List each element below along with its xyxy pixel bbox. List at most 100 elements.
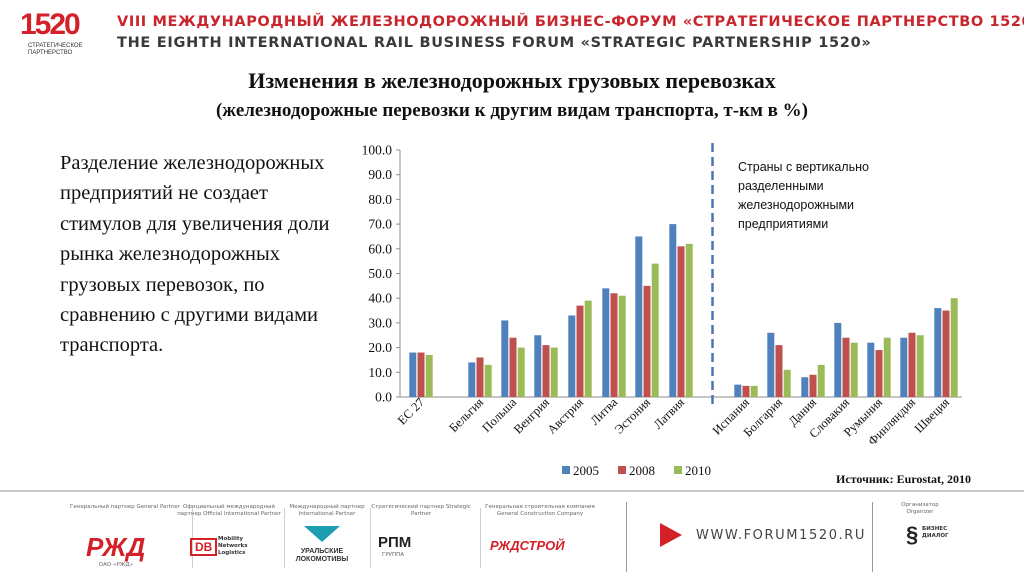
- bar-2008: [542, 345, 550, 397]
- rzdstroy-logo: РЖДСТРОЙ: [490, 538, 565, 553]
- bar-2010: [584, 300, 592, 397]
- bar-2005: [801, 377, 809, 397]
- x-tick-label: Латвия: [651, 395, 688, 432]
- bar-2010: [783, 369, 791, 397]
- bar-2008: [643, 285, 651, 397]
- footer-divider: [0, 490, 1024, 492]
- footer-separator: [370, 508, 371, 568]
- bar-2005: [900, 337, 908, 397]
- bar-2010: [517, 347, 525, 397]
- play-icon: [660, 523, 682, 547]
- rpm-logo: РПМ: [378, 534, 412, 551]
- organizer-logo-icon: §: [906, 522, 919, 547]
- x-tick-label: EC 27: [395, 395, 427, 427]
- bar-2010: [850, 342, 858, 397]
- slide-title: Изменения в железнодорожных грузовых пер…: [248, 68, 776, 93]
- forum-title-ru: VIII МЕЖДУНАРОДНЫЙ ЖЕЛЕЗНОДОРОЖНЫЙ БИЗНЕ…: [117, 14, 1024, 30]
- legend-label: 2008: [629, 463, 655, 478]
- db-logo-sub: Mobility Networks Logistics: [218, 536, 248, 556]
- y-tick-label: 40.0: [368, 291, 392, 306]
- footer-separator: [872, 502, 873, 572]
- bar-2008: [476, 357, 484, 397]
- side-text: Разделение железнодорожных предприятий н…: [60, 152, 330, 357]
- chart-note: Страны с вертикально разделенными железн…: [738, 160, 869, 231]
- ural-logo: УРАЛЬСКИЕ ЛОКОМОТИВЫ: [295, 548, 349, 563]
- db-logo: DB: [190, 538, 218, 556]
- rpm-logo-sub: ГРУППА: [382, 552, 405, 558]
- slide-subtitle: (железнодорожные перевозки к другим вида…: [215, 100, 809, 121]
- x-tick-label: Венгрия: [511, 395, 552, 436]
- partner-caption: Международный партнер International Part…: [289, 504, 365, 517]
- x-tick-label: Эстония: [612, 395, 654, 437]
- legend-swatch: [562, 466, 570, 474]
- legend-swatch: [618, 466, 626, 474]
- bar-2005: [867, 342, 875, 397]
- bar-2008: [677, 246, 685, 397]
- partner-caption: Официальный международный партнер Offici…: [177, 504, 281, 517]
- partner-caption: Стратегический партнер Strategic Partner: [371, 504, 471, 517]
- bar-2008: [775, 345, 783, 397]
- slide-header: 1520 СТРАТЕГИЧЕСКОЕ ПАРТНЕРСТВО VIII МЕЖ…: [0, 0, 1024, 64]
- legend-swatch: [674, 466, 682, 474]
- bar-2008: [742, 385, 750, 397]
- bar-2008: [908, 332, 916, 397]
- bar-2005: [669, 224, 677, 397]
- organizer-logo: БИЗНЕС ДИАЛОГ: [922, 526, 949, 539]
- bar-2005: [468, 362, 476, 397]
- bar-2010: [425, 355, 433, 397]
- bar-2010: [950, 298, 958, 397]
- bar-2010: [883, 337, 891, 397]
- partner-caption: Генеральная строительная компания Genera…: [485, 504, 595, 517]
- bar-2008: [842, 337, 850, 397]
- bar-2010: [550, 347, 558, 397]
- rzd-logo-sub: ОАО «РЖД»: [98, 562, 134, 568]
- footer-separator: [284, 508, 285, 568]
- bar-2010: [651, 263, 659, 397]
- y-tick-label: 70.0: [368, 217, 392, 232]
- organizer-caption: Организатор Organizer: [901, 502, 939, 515]
- bar-2005: [534, 335, 542, 397]
- bar-2008: [809, 374, 817, 397]
- y-tick-label: 0.0: [375, 390, 392, 405]
- legend-label: 2010: [685, 463, 711, 478]
- y-tick-label: 60.0: [368, 241, 392, 256]
- y-tick-label: 90.0: [368, 167, 392, 182]
- forum-logo-subtitle: СТРАТЕГИЧЕСКОЕ ПАРТНЕРСТВО: [28, 43, 83, 56]
- bar-2008: [576, 305, 584, 397]
- x-tick-label: Швеция: [912, 395, 953, 436]
- bar-2005: [834, 322, 842, 397]
- forum-logo: 1520: [20, 8, 81, 41]
- bar-2005: [635, 236, 643, 397]
- bar-2008: [509, 337, 517, 397]
- y-tick-label: 80.0: [368, 192, 392, 207]
- y-tick-label: 10.0: [368, 365, 392, 380]
- bar-2010: [916, 335, 924, 397]
- footer-separator: [626, 502, 627, 572]
- bar-2008: [610, 293, 618, 397]
- bar-2010: [817, 364, 825, 397]
- bar-2005: [501, 320, 509, 397]
- x-tick-label: Бельгия: [446, 395, 486, 435]
- bar-2008: [875, 350, 883, 397]
- bar-2005: [568, 315, 576, 397]
- rzd-logo: РЖД: [86, 532, 146, 562]
- y-tick-label: 20.0: [368, 340, 392, 355]
- forum-title-en: THE EIGHTH INTERNATIONAL RAIL BUSINESS F…: [117, 35, 872, 51]
- bar-2010: [484, 364, 492, 397]
- y-tick-label: 30.0: [368, 315, 392, 330]
- bar-2008: [417, 352, 425, 397]
- y-tick-label: 50.0: [368, 266, 392, 281]
- ural-logo-icon: [304, 526, 340, 542]
- legend-label: 2005: [573, 463, 599, 478]
- partner-caption: Генеральный партнер General Partner: [70, 504, 180, 510]
- website-link[interactable]: WWW.FORUM1520.RU: [696, 528, 867, 543]
- y-tick-label: 100.0: [362, 143, 393, 158]
- bar-2005: [934, 308, 942, 397]
- source-text: Источник: Eurostat, 2010: [836, 472, 972, 486]
- footer: Генеральный партнер General Partner РЖД …: [0, 494, 1024, 576]
- bar-2005: [409, 352, 417, 397]
- bar-2005: [602, 288, 610, 397]
- bar-2010: [750, 385, 758, 397]
- bar-2010: [618, 295, 626, 397]
